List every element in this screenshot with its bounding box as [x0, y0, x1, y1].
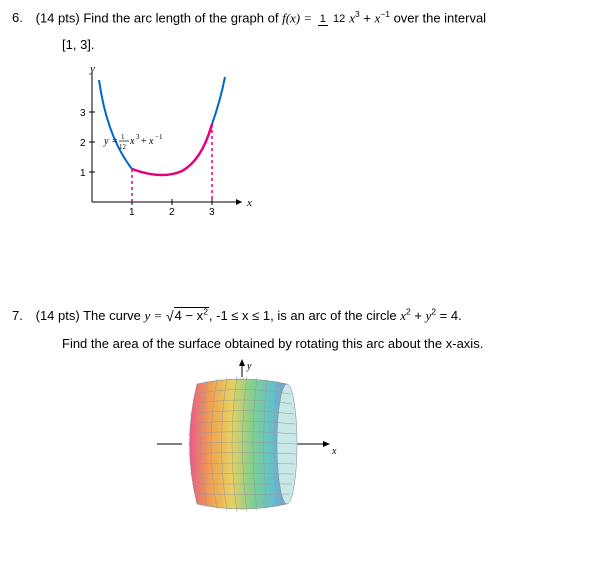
sqrt-exp: 2 [203, 307, 208, 317]
points: (14 pts) [36, 308, 80, 323]
graph-eqn-eq: = [112, 136, 118, 147]
exp: 3 [355, 9, 360, 19]
problem-6-statement: 6. (14 pts) Find the arc length of the g… [12, 8, 580, 29]
problem-number: 6. [12, 8, 32, 29]
y-eq: y = [145, 308, 163, 323]
x-tick: 2 [169, 207, 175, 218]
graph-eqn-exp: 3 [136, 133, 140, 141]
text: Find the arc length of the graph of [83, 10, 278, 25]
x-axis-label: x [331, 446, 337, 457]
graph-eqn-top: 1 [121, 133, 125, 141]
problem-7-instruction: Find the area of the surface obtained by… [62, 336, 580, 351]
graph-eqn-y: y [103, 136, 109, 147]
graph-eqn-x2: x [148, 136, 154, 147]
exp: 2 [431, 307, 436, 317]
sqrt-icon: √ [166, 308, 174, 324]
x-tick: 1 [129, 207, 135, 218]
surface-svg: y x [152, 359, 352, 524]
x-tick: 3 [209, 207, 215, 218]
x-axis-label: x [246, 197, 252, 209]
y-tick: 2 [80, 138, 86, 149]
interval: [1, 3]. [62, 37, 580, 52]
graph-eqn-bot: 12 [119, 143, 127, 151]
arc-length-graph: y x 1 2 3 1 2 3 y = [62, 62, 580, 225]
graph-svg: y x 1 2 3 1 2 3 y = [62, 62, 262, 222]
text: over the interval [394, 10, 487, 25]
y-tick: 3 [80, 108, 86, 119]
text: The curve [83, 308, 141, 323]
comma: , [209, 308, 213, 323]
exp: 2 [406, 307, 411, 317]
y-axis-label: y [246, 361, 252, 372]
graph-eqn-x: x [129, 136, 135, 147]
y-axis-label: y [89, 63, 95, 75]
points: (14 pts) [36, 10, 80, 25]
sqrt-inner: 4 − x [175, 308, 204, 323]
sqrt-arg: 4 − x2 [174, 307, 209, 323]
graph-eqn-plus: + [141, 136, 147, 147]
exp: −1 [380, 9, 390, 19]
range: -1 ≤ x ≤ 1, [216, 308, 274, 323]
plus: + [363, 10, 371, 25]
fraction: 1 12 [318, 13, 347, 25]
y-tick: 1 [80, 168, 86, 179]
graph-eqn-exp2: −1 [155, 133, 163, 141]
frac-num: 1 [318, 13, 328, 26]
fn-name: f(x) = [282, 10, 312, 25]
problem-7-statement: 7. (14 pts) The curve y = √4 − x2, -1 ≤ … [12, 305, 580, 327]
problem-7: 7. (14 pts) The curve y = √4 − x2, -1 ≤ … [12, 305, 580, 526]
eq: = 4. [440, 308, 462, 323]
problem-6: 6. (14 pts) Find the arc length of the g… [12, 8, 580, 225]
frac-den: 12 [331, 13, 347, 25]
surface-revolution-figure: y x [152, 359, 580, 527]
text: is an arc of the circle [277, 308, 396, 323]
plus: + [414, 308, 422, 323]
problem-number: 7. [12, 306, 32, 327]
